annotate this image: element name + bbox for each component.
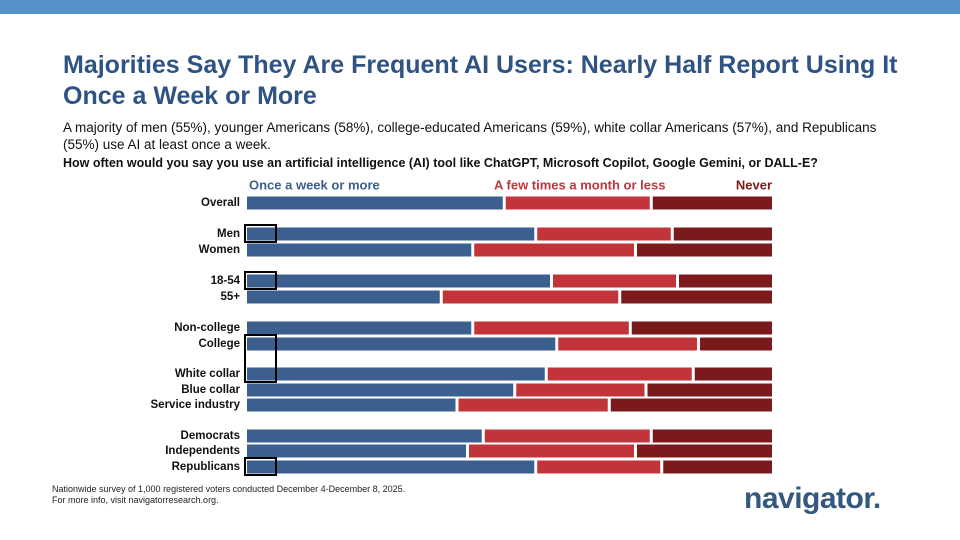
category-label: 18-54 (211, 275, 241, 287)
logo: navigator. (744, 482, 881, 515)
category-label: White collar (175, 368, 241, 380)
bar-segment (484, 429, 650, 443)
bar-segment (247, 429, 482, 443)
category-label: College (198, 338, 240, 350)
bar-segment (247, 243, 472, 257)
highlight-box (244, 224, 277, 243)
bar-segment (247, 444, 466, 458)
bar-segment (505, 196, 650, 210)
bar-segment (537, 460, 661, 474)
highlight-box (244, 334, 277, 383)
footnote: For more info, visit navigatorresearch.o… (52, 495, 219, 505)
bar-segment (247, 337, 556, 351)
category-label: Overall (201, 197, 240, 209)
bar-segment (553, 274, 676, 288)
bar-segment (694, 367, 772, 381)
title: Majorities Say They Are Frequent AI User… (63, 51, 898, 110)
bar-segment (442, 290, 619, 304)
category-label: Non-college (174, 322, 240, 334)
bar-segment (547, 367, 692, 381)
bar-segment (247, 383, 514, 397)
bar-segment (631, 321, 772, 335)
bar-segment (247, 367, 545, 381)
bar-segment (247, 321, 472, 335)
bar-segment (247, 290, 440, 304)
category-label: Men (217, 228, 240, 240)
bar-segment (610, 398, 772, 412)
bar-segment (247, 274, 550, 288)
category-label: Women (199, 244, 240, 256)
category-label: Service industry (151, 399, 241, 411)
bar-segment (474, 243, 634, 257)
bar-segment (474, 321, 629, 335)
category-label: Democrats (181, 430, 240, 442)
bar-segment (247, 460, 535, 474)
bar-segment (679, 274, 772, 288)
legend-label: Once a week or more (249, 177, 380, 192)
question: How often would you say you use an artif… (63, 156, 818, 170)
bar-segment (652, 429, 772, 443)
category-label: Republicans (172, 461, 240, 473)
bar-segment (247, 398, 456, 412)
bar-segment (558, 337, 697, 351)
bar-segment (621, 290, 772, 304)
bar-segment (637, 444, 772, 458)
bar-segment (652, 196, 772, 210)
bar-segment (647, 383, 772, 397)
highlight-box (244, 457, 277, 476)
bar-segment (663, 460, 772, 474)
legend-label: Never (736, 177, 772, 192)
footnote: Nationwide survey of 1,000 registered vo… (52, 484, 406, 494)
highlight-box (244, 271, 277, 290)
subtitle: A majority of men (55%), younger America… (63, 120, 877, 152)
bar-segment (458, 398, 608, 412)
category-label: 55+ (220, 291, 240, 303)
top-band (0, 0, 960, 14)
category-label: Blue collar (181, 384, 240, 396)
category-label: Independents (165, 445, 240, 457)
bar-segment (516, 383, 645, 397)
legend-label: A few times a month or less (494, 177, 665, 192)
bar-segment (537, 227, 671, 241)
bar-segment (247, 227, 535, 241)
bar-segment (247, 196, 503, 210)
bar-segment (637, 243, 772, 257)
bar-segment (469, 444, 634, 458)
bar-segment (673, 227, 772, 241)
bar-segment (700, 337, 772, 351)
